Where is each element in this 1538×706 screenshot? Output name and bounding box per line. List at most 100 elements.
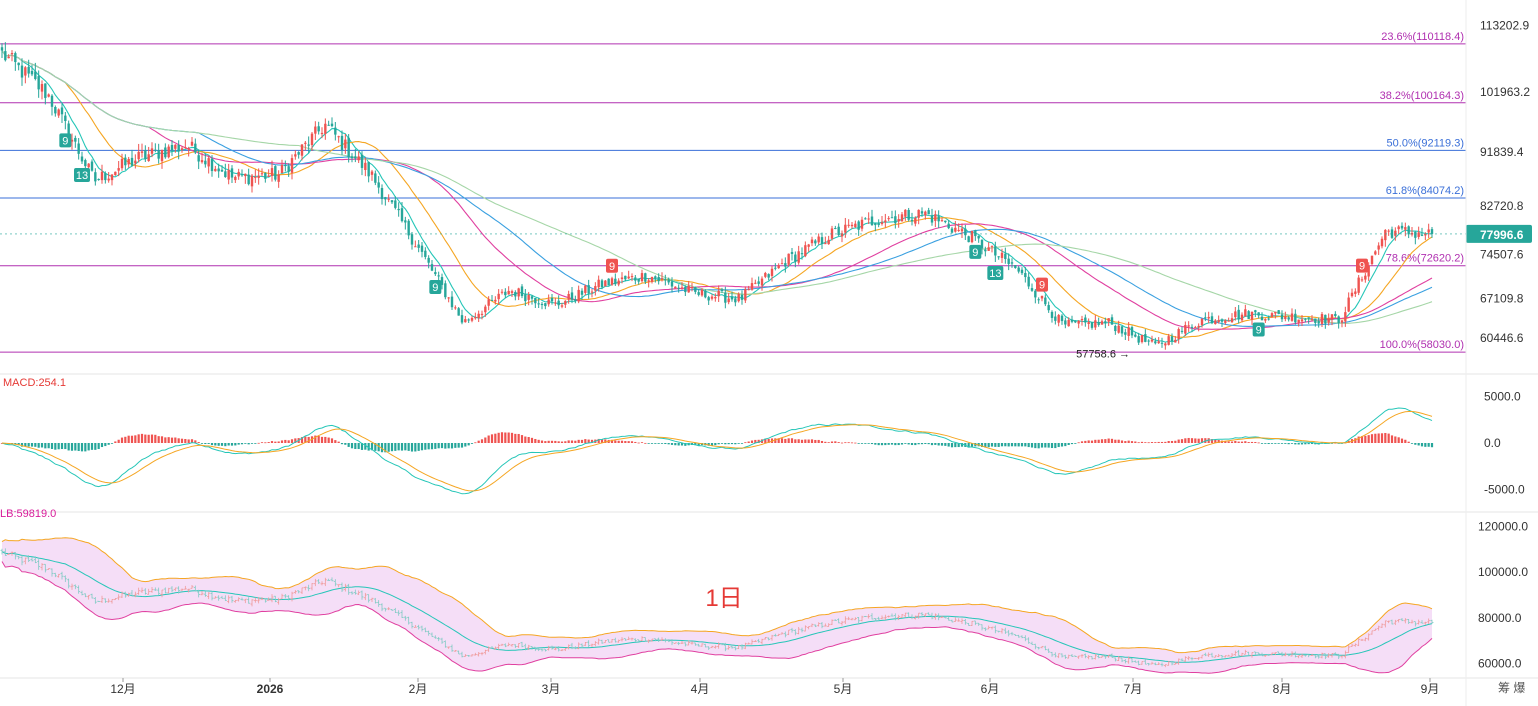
candle-body	[347, 137, 350, 158]
macd-histogram-bar	[507, 432, 510, 443]
macd-histogram-bar	[1257, 442, 1260, 444]
candle-body	[1137, 336, 1140, 343]
macd-histogram-bar	[1154, 442, 1157, 443]
x-axis-label: 3月	[542, 682, 561, 696]
candle-body	[1217, 320, 1220, 323]
macd-histogram-bar	[1050, 443, 1054, 449]
macd-histogram-bar	[1150, 442, 1154, 443]
candle-body	[774, 267, 777, 269]
candle-body	[764, 272, 767, 277]
candle-body	[1420, 234, 1424, 236]
macd-histogram-bar	[244, 443, 247, 444]
candle-body	[1230, 318, 1234, 323]
macd-histogram-bar	[1004, 443, 1007, 447]
candle-body	[740, 294, 744, 300]
candle-body	[1014, 265, 1017, 268]
macd-histogram-bar	[1294, 443, 1297, 445]
candle-body	[177, 144, 180, 152]
candle-body	[1224, 320, 1227, 323]
macd-histogram-bar	[954, 443, 957, 448]
candle-body	[397, 208, 400, 211]
macd-histogram-bar	[110, 443, 114, 444]
macd-histogram-bar	[217, 443, 220, 446]
candle-body	[254, 177, 257, 179]
macd-histogram-bar	[1017, 443, 1020, 447]
macd-histogram-bar	[84, 443, 87, 452]
macd-histogram-bar	[1260, 443, 1264, 444]
candle-body	[884, 220, 887, 223]
candle-body	[1040, 295, 1044, 299]
candle-body	[964, 228, 967, 236]
macd-histogram-bar	[294, 438, 297, 443]
candle-body	[1367, 265, 1370, 277]
macd-histogram-bar	[454, 443, 457, 448]
macd-histogram-bar	[170, 437, 174, 443]
candle-body	[797, 251, 800, 263]
moving-average-ma-green	[1, 50, 1433, 324]
candle-body	[137, 151, 140, 160]
macd-histogram-bar	[447, 443, 450, 449]
macd-histogram-bar	[807, 439, 810, 443]
candle-body	[507, 290, 510, 295]
macd-histogram-bar	[1070, 443, 1074, 445]
candle-body	[327, 124, 330, 126]
macd-histogram-bar	[1247, 442, 1250, 443]
macd-histogram-bar	[64, 443, 67, 450]
macd-histogram-bar	[317, 436, 320, 443]
candle-body	[490, 299, 494, 301]
candle-body	[357, 156, 360, 161]
candle-body	[1060, 315, 1064, 322]
candle-body	[1180, 330, 1184, 332]
macd-histogram-bar	[510, 432, 514, 443]
macd-histogram-bar	[440, 443, 444, 449]
macd-histogram-bar	[1224, 440, 1227, 443]
macd-histogram-bar	[834, 441, 837, 443]
candle-body	[824, 243, 827, 245]
candle-body	[1370, 255, 1374, 265]
macd-histogram-bar	[134, 435, 137, 443]
candle-body	[1124, 332, 1127, 335]
macd-histogram-bar	[650, 443, 654, 444]
candle-body	[977, 235, 980, 239]
candle-body	[717, 291, 720, 297]
candle-body	[814, 240, 817, 244]
candle-body	[257, 175, 260, 178]
macd-histogram-bar	[1200, 438, 1204, 443]
macd-histogram-bar	[774, 438, 777, 443]
fib-label: 23.6%(110118.4)	[1381, 31, 1464, 43]
candle-body	[934, 214, 937, 221]
candle-body	[130, 157, 134, 166]
candle-body	[927, 210, 930, 215]
macd-histogram-bar	[1087, 440, 1090, 443]
macd-histogram-bar	[464, 443, 467, 447]
candle-body	[1097, 322, 1100, 325]
macd-histogram-bar	[430, 443, 434, 450]
candle-body	[454, 307, 457, 309]
candle-body	[607, 278, 610, 286]
macd-histogram-bar	[660, 443, 664, 444]
macd-histogram-bar	[1370, 434, 1374, 443]
macd-histogram-bar	[257, 442, 260, 444]
candle-body	[267, 175, 270, 177]
td-marker	[429, 279, 442, 294]
candle-body	[190, 141, 194, 146]
macd-histogram-bar	[827, 442, 830, 443]
candle-body	[644, 273, 647, 282]
candle-body	[1177, 329, 1180, 340]
candle-body	[944, 220, 947, 223]
macd-histogram-bar	[667, 443, 670, 445]
td-marker	[1356, 258, 1368, 273]
macd-histogram-bar	[714, 443, 717, 446]
candle-body	[890, 217, 894, 219]
candle-body	[10, 53, 14, 55]
candle-body	[517, 288, 520, 297]
candle-body	[840, 233, 844, 237]
x-axis-label: 2月	[409, 682, 428, 696]
candle-body	[207, 158, 210, 167]
candle-body	[940, 220, 944, 222]
candle-body	[587, 285, 590, 294]
price-tick: 82720.8	[1480, 199, 1524, 213]
macd-histogram-bar	[640, 442, 644, 444]
macd-histogram-bar	[990, 443, 994, 447]
